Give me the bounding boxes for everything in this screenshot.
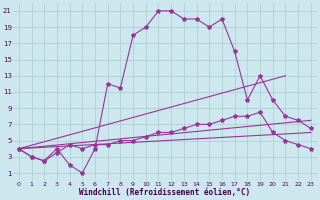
X-axis label: Windchill (Refroidissement éolien,°C): Windchill (Refroidissement éolien,°C) [79,188,251,197]
